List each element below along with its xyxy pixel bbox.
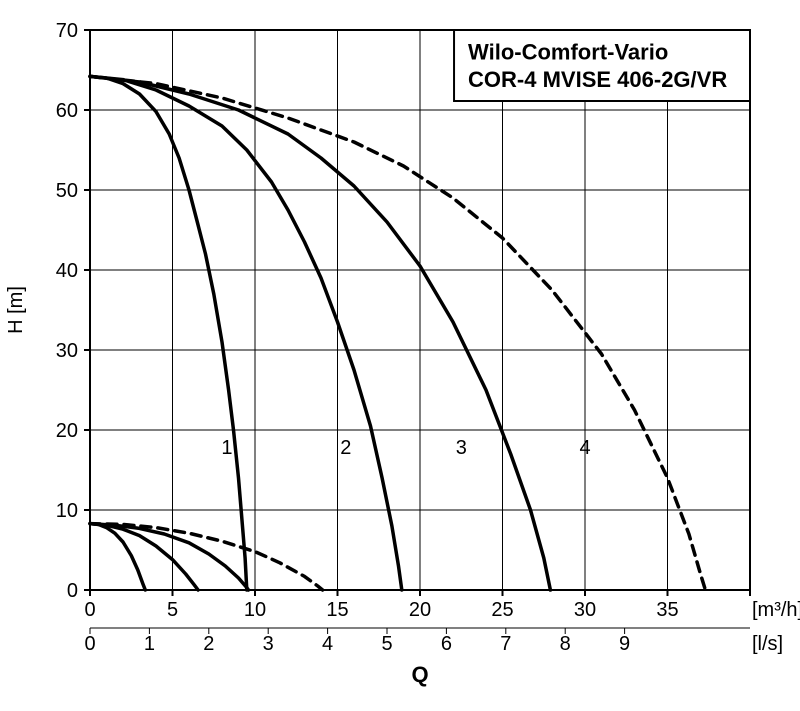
x-unit-ls: [l/s] xyxy=(752,633,783,655)
chart-svg: 1234010203040506070H [m]05101520253035[m… xyxy=(0,0,800,711)
curve-label-3: 3 xyxy=(456,437,467,459)
curve-label-1: 1 xyxy=(221,437,232,459)
y-tick-label: 0 xyxy=(67,580,78,602)
x-tick-ls: 5 xyxy=(381,633,392,655)
x-tick-m3h: 20 xyxy=(409,599,431,621)
title-line-0: Wilo-Comfort-Vario xyxy=(468,39,668,64)
y-tick-label: 70 xyxy=(56,20,78,42)
x-tick-ls: 3 xyxy=(263,633,274,655)
x-tick-m3h: 15 xyxy=(326,599,348,621)
x-unit-m3h: [m³/h] xyxy=(752,599,800,621)
curve-label-4: 4 xyxy=(579,437,590,459)
x-axis-label: Q xyxy=(411,662,428,687)
x-tick-ls: 4 xyxy=(322,633,333,655)
x-tick-m3h: 10 xyxy=(244,599,266,621)
y-axis-label: H [m] xyxy=(5,286,27,334)
pump-curve-chart: 1234010203040506070H [m]05101520253035[m… xyxy=(0,0,800,711)
x-tick-m3h: 35 xyxy=(656,599,678,621)
y-tick-label: 30 xyxy=(56,340,78,362)
x-tick-m3h: 25 xyxy=(491,599,513,621)
x-tick-m3h: 30 xyxy=(574,599,596,621)
x-tick-ls: 8 xyxy=(560,633,571,655)
x-tick-m3h: 5 xyxy=(167,599,178,621)
x-tick-m3h: 0 xyxy=(84,599,95,621)
y-tick-label: 20 xyxy=(56,420,78,442)
x-tick-ls: 9 xyxy=(619,633,630,655)
x-tick-ls: 7 xyxy=(500,633,511,655)
curve-label-2: 2 xyxy=(340,437,351,459)
y-tick-label: 40 xyxy=(56,260,78,282)
x-tick-ls: 0 xyxy=(84,633,95,655)
y-tick-label: 10 xyxy=(56,500,78,522)
title-line-1: COR-4 MVISE 406-2G/VR xyxy=(468,67,727,92)
x-tick-ls: 1 xyxy=(144,633,155,655)
y-tick-label: 50 xyxy=(56,180,78,202)
x-tick-ls: 6 xyxy=(441,633,452,655)
x-tick-ls: 2 xyxy=(203,633,214,655)
y-tick-label: 60 xyxy=(56,100,78,122)
